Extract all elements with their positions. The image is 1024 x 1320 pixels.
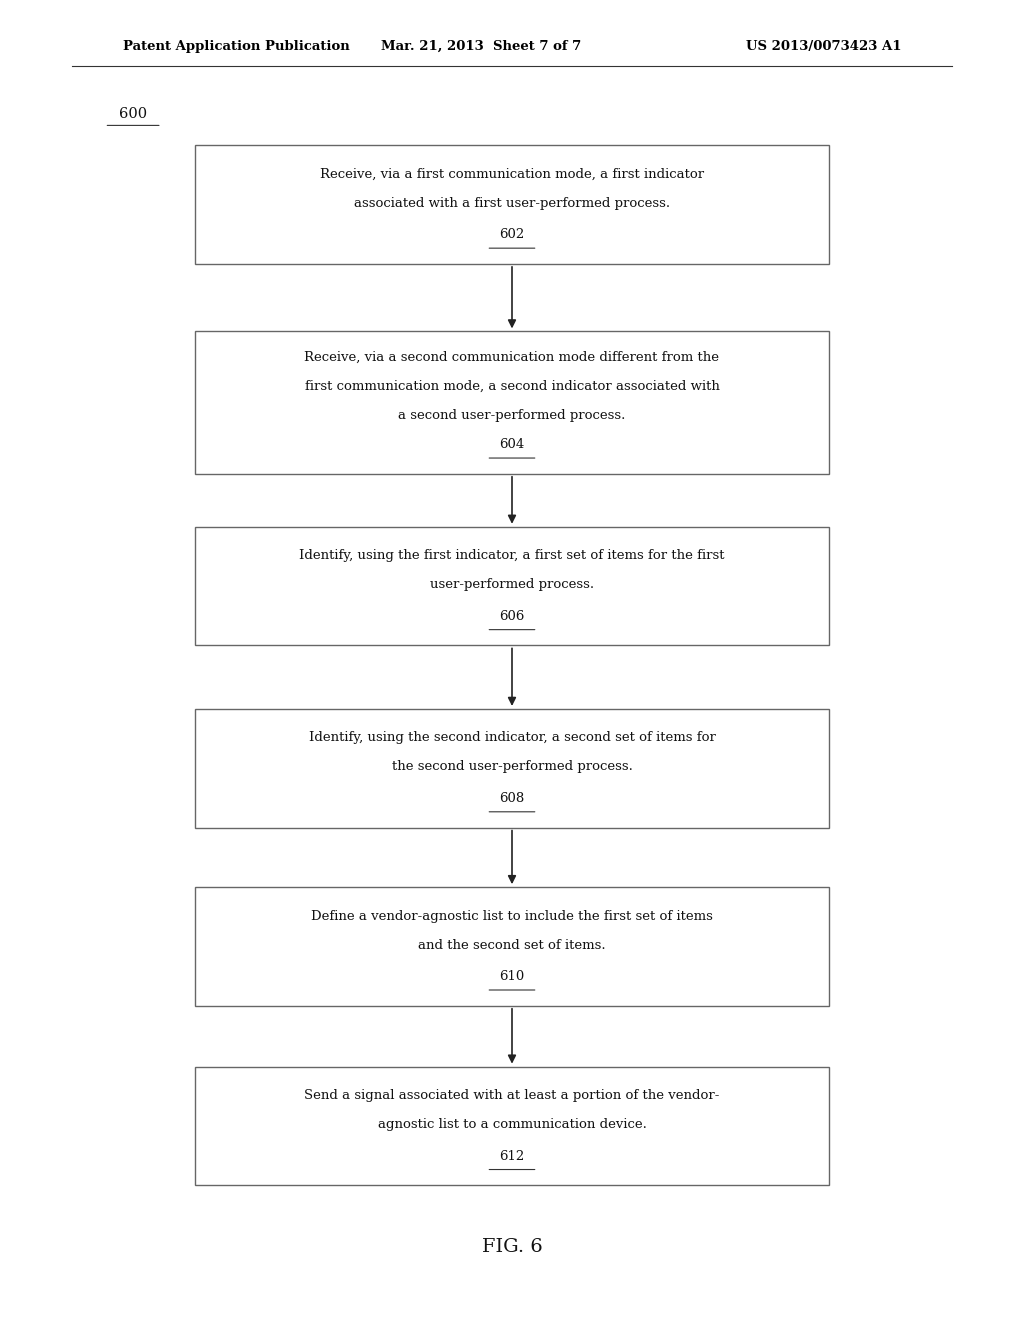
Text: 612: 612: [500, 1150, 524, 1163]
Text: 600: 600: [119, 107, 147, 120]
Text: 604: 604: [500, 438, 524, 451]
FancyBboxPatch shape: [195, 145, 829, 264]
FancyBboxPatch shape: [195, 331, 829, 474]
Text: 610: 610: [500, 970, 524, 983]
Text: Receive, via a second communication mode different from the: Receive, via a second communication mode…: [304, 351, 720, 364]
Text: 602: 602: [500, 228, 524, 242]
FancyBboxPatch shape: [195, 1067, 829, 1185]
Text: US 2013/0073423 A1: US 2013/0073423 A1: [745, 40, 901, 53]
Text: associated with a first user-performed process.: associated with a first user-performed p…: [354, 197, 670, 210]
Text: agnostic list to a communication device.: agnostic list to a communication device.: [378, 1118, 646, 1131]
FancyBboxPatch shape: [195, 887, 829, 1006]
Text: Send a signal associated with at least a portion of the vendor-: Send a signal associated with at least a…: [304, 1089, 720, 1102]
Text: a second user-performed process.: a second user-performed process.: [398, 409, 626, 422]
Text: the second user-performed process.: the second user-performed process.: [391, 760, 633, 774]
Text: 608: 608: [500, 792, 524, 805]
Text: and the second set of items.: and the second set of items.: [418, 939, 606, 952]
Text: FIG. 6: FIG. 6: [481, 1238, 543, 1257]
Text: 606: 606: [500, 610, 524, 623]
FancyBboxPatch shape: [195, 527, 829, 645]
Text: user-performed process.: user-performed process.: [430, 578, 594, 591]
Text: Patent Application Publication: Patent Application Publication: [123, 40, 349, 53]
Text: Identify, using the first indicator, a first set of items for the first: Identify, using the first indicator, a f…: [299, 549, 725, 562]
Text: Identify, using the second indicator, a second set of items for: Identify, using the second indicator, a …: [308, 731, 716, 744]
Text: first communication mode, a second indicator associated with: first communication mode, a second indic…: [304, 380, 720, 393]
FancyBboxPatch shape: [195, 709, 829, 828]
Text: Receive, via a first communication mode, a first indicator: Receive, via a first communication mode,…: [319, 168, 705, 181]
Text: Mar. 21, 2013  Sheet 7 of 7: Mar. 21, 2013 Sheet 7 of 7: [381, 40, 582, 53]
Text: Define a vendor-agnostic list to include the first set of items: Define a vendor-agnostic list to include…: [311, 909, 713, 923]
